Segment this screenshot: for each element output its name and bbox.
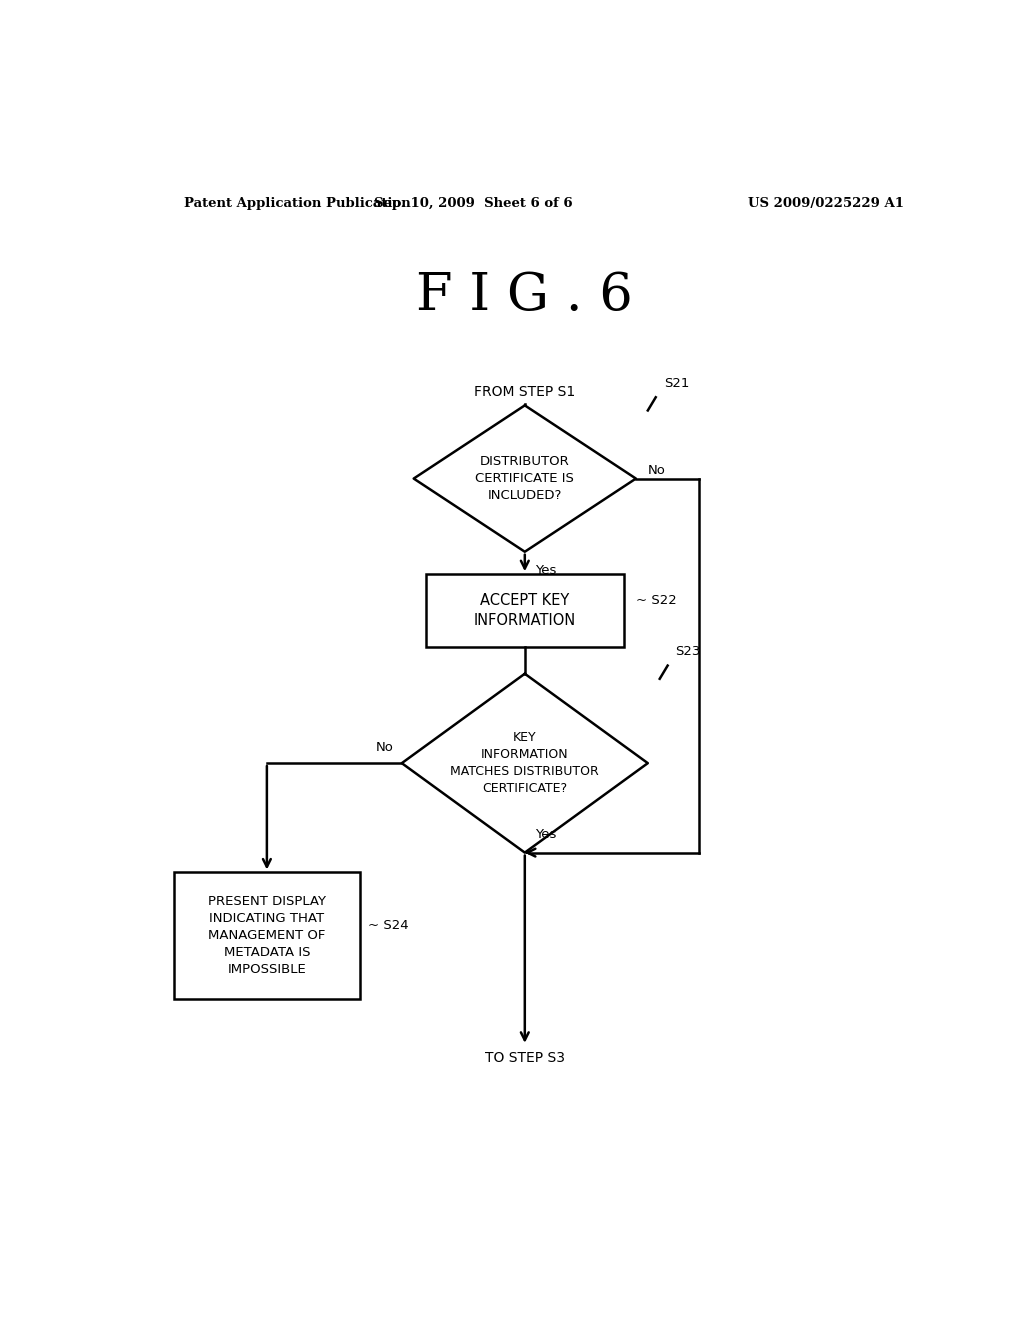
- Text: S21: S21: [664, 378, 689, 391]
- Text: TO STEP S3: TO STEP S3: [484, 1051, 565, 1065]
- Text: KEY
INFORMATION
MATCHES DISTRIBUTOR
CERTIFICATE?: KEY INFORMATION MATCHES DISTRIBUTOR CERT…: [451, 731, 599, 795]
- Text: No: No: [648, 463, 666, 477]
- Text: S23: S23: [676, 645, 701, 659]
- Text: US 2009/0225229 A1: US 2009/0225229 A1: [749, 197, 904, 210]
- Text: ~ S24: ~ S24: [368, 919, 409, 932]
- Bar: [426, 574, 624, 647]
- Text: Yes: Yes: [536, 828, 556, 841]
- Text: No: No: [376, 742, 394, 755]
- Text: Patent Application Publication: Patent Application Publication: [183, 197, 411, 210]
- Text: PRESENT DISPLAY
INDICATING THAT
MANAGEMENT OF
METADATA IS
IMPOSSIBLE: PRESENT DISPLAY INDICATING THAT MANAGEME…: [208, 895, 326, 977]
- Text: Yes: Yes: [536, 564, 556, 577]
- Text: F I G . 6: F I G . 6: [417, 271, 633, 321]
- Text: Sep. 10, 2009  Sheet 6 of 6: Sep. 10, 2009 Sheet 6 of 6: [374, 197, 572, 210]
- Bar: [174, 873, 360, 999]
- Text: ~ S22: ~ S22: [636, 594, 677, 607]
- Text: FROM STEP S1: FROM STEP S1: [474, 385, 575, 399]
- Text: ACCEPT KEY
INFORMATION: ACCEPT KEY INFORMATION: [474, 593, 575, 628]
- Text: DISTRIBUTOR
CERTIFICATE IS
INCLUDED?: DISTRIBUTOR CERTIFICATE IS INCLUDED?: [475, 455, 574, 502]
